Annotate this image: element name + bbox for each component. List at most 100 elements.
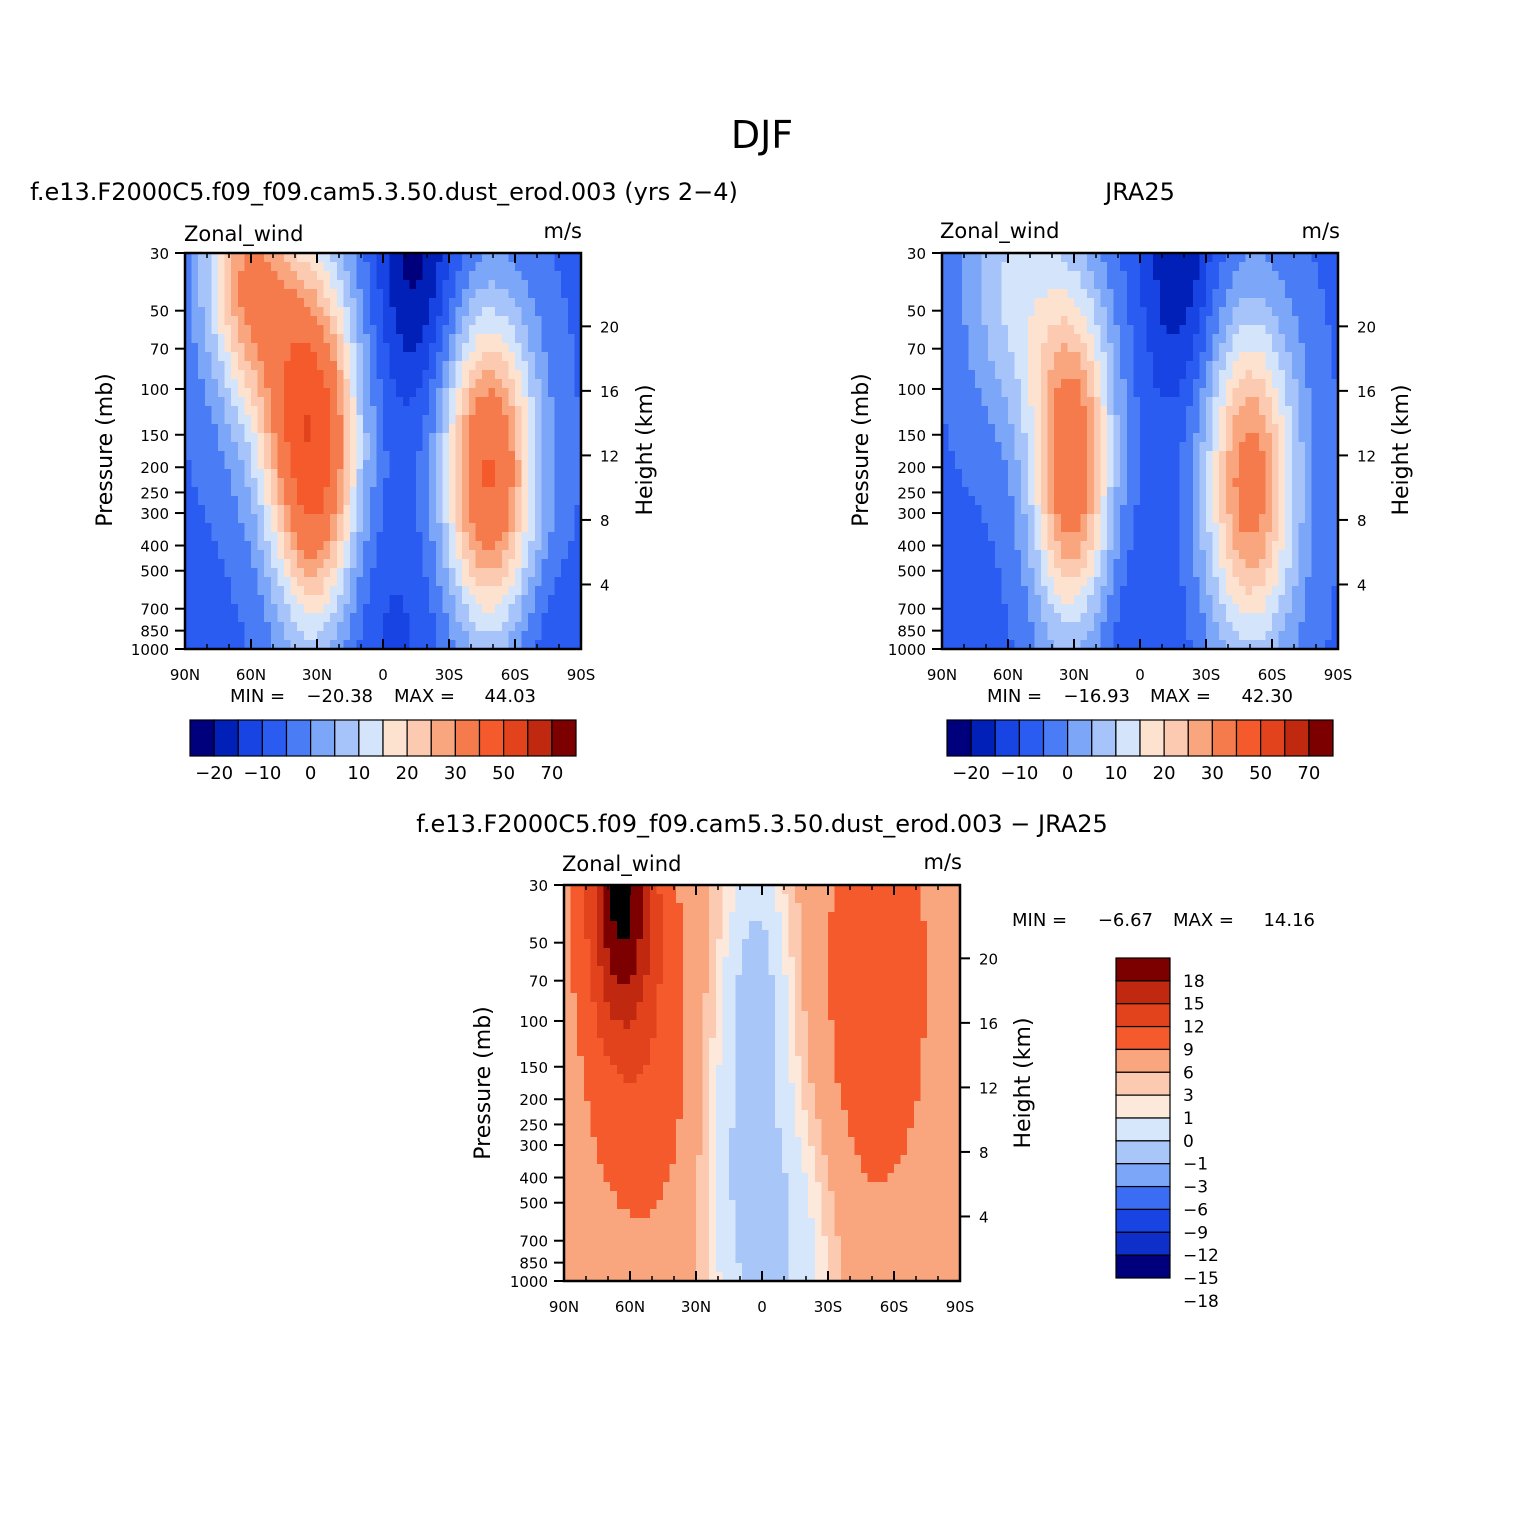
field-cell (224, 559, 232, 569)
field-cell (1027, 568, 1035, 578)
field-cell (363, 469, 371, 479)
field-cell (363, 289, 371, 299)
field-cell (994, 586, 1002, 596)
field-cell (548, 406, 556, 416)
field-cell (1153, 478, 1161, 488)
field-cell (1113, 406, 1121, 416)
field-cell (435, 559, 443, 569)
field-cell (455, 640, 463, 650)
field-cell (1021, 523, 1029, 533)
field-cell (211, 271, 219, 281)
field-cell (1318, 316, 1326, 326)
field-cell (303, 604, 311, 614)
field-cell (468, 307, 476, 317)
field-cell (1212, 424, 1220, 434)
field-cell (994, 352, 1002, 362)
field-cell (317, 262, 325, 272)
field-cell (1245, 568, 1253, 578)
field-cell (567, 352, 575, 362)
field-cell (1186, 523, 1194, 533)
field-cell (1027, 550, 1035, 560)
field-cell (251, 469, 259, 479)
field-cell (244, 523, 252, 533)
field-cell (218, 487, 226, 497)
field-cell (508, 253, 516, 263)
field-cell (1067, 343, 1075, 353)
field-cell (1021, 442, 1029, 452)
field-cell (1166, 352, 1174, 362)
field-cell (1219, 478, 1227, 488)
field-cell (297, 505, 305, 515)
field-cell (237, 334, 245, 344)
field-cell (515, 424, 523, 434)
field-cell (508, 505, 516, 515)
field-cell (1324, 577, 1332, 587)
field-cell (270, 433, 278, 443)
field-cell (508, 289, 516, 299)
field-cell (356, 433, 364, 443)
field-cell (336, 613, 344, 623)
field-cell (515, 316, 523, 326)
field-cell (1206, 307, 1214, 317)
field-cell (541, 550, 549, 560)
field-cell (284, 640, 292, 650)
field-cell (310, 451, 318, 461)
field-cell (1252, 316, 1260, 326)
field-cell (409, 343, 417, 353)
field-cell (1100, 514, 1108, 524)
field-cell (1067, 442, 1075, 452)
field-cell (383, 406, 391, 416)
field-cell (541, 541, 549, 551)
field-cell (402, 271, 410, 281)
field-cell (508, 442, 516, 452)
field-cell (1212, 523, 1220, 533)
field-cell (1272, 505, 1280, 515)
field-cell (185, 478, 193, 488)
field-cell (317, 415, 325, 425)
field-cell (1008, 532, 1016, 542)
field-cell (508, 316, 516, 326)
field-cell (1113, 298, 1121, 308)
field-cell (508, 568, 516, 578)
field-cell (297, 451, 305, 461)
field-cell (237, 379, 245, 389)
field-cell (1008, 370, 1016, 380)
field-cell (1120, 550, 1128, 560)
field-cell (198, 379, 206, 389)
field-cell (336, 397, 344, 407)
field-cell (1047, 361, 1055, 371)
field-cell (468, 451, 476, 461)
field-cell (1206, 514, 1214, 524)
field-cell (330, 532, 338, 542)
field-cell (396, 262, 404, 272)
field-cell (416, 361, 424, 371)
field-cell (1107, 460, 1115, 470)
field-cell (409, 586, 417, 596)
field-cell (968, 451, 976, 461)
field-cell (988, 271, 996, 281)
field-cell (1074, 460, 1082, 470)
field-cell (1232, 307, 1240, 317)
field-cell (1173, 496, 1181, 506)
field-cell (567, 469, 575, 479)
field-cell (482, 442, 490, 452)
field-cell (350, 478, 358, 488)
field-cell (442, 334, 450, 344)
figure-title: DJF (731, 113, 793, 157)
field-cell (548, 586, 556, 596)
field-cell (185, 505, 193, 515)
field-cell (475, 478, 483, 488)
field-cell (1146, 577, 1154, 587)
field-cell (1100, 559, 1108, 569)
field-cell (1093, 361, 1101, 371)
field-cell (1041, 280, 1049, 290)
field-cell (1186, 316, 1194, 326)
field-cell (310, 613, 318, 623)
y2-tick-label: 4 (600, 576, 610, 594)
field-cell (455, 595, 463, 605)
field-cell (442, 307, 450, 317)
field-cell (303, 298, 311, 308)
field-cell (251, 325, 259, 335)
field-cell (244, 595, 252, 605)
field-cell (336, 604, 344, 614)
